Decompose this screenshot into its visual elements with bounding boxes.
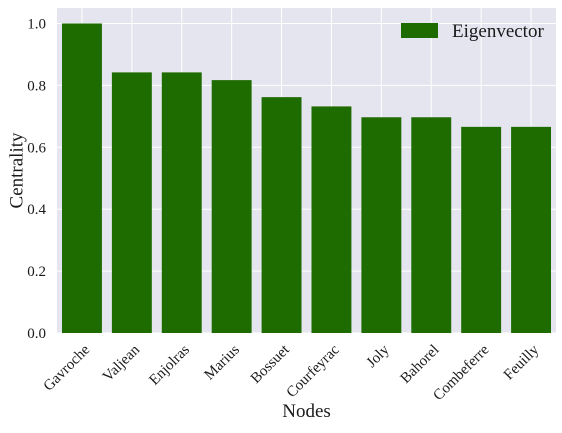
- legend-swatch: [401, 23, 438, 38]
- legend-label: Eigenvector: [452, 21, 544, 42]
- y-tick-labels: 0.0 0.2 0.4 0.6 0.8 1.0: [27, 16, 46, 342]
- x-tick-label-bossuet: Bossuet: [248, 341, 293, 386]
- y-tick-label: 0.2: [27, 264, 46, 280]
- bar-bossuet: [262, 97, 302, 333]
- x-tick-label-enjolras: Enjolras: [146, 342, 193, 389]
- y-axis-label: Centrality: [6, 132, 27, 208]
- x-axis-label: Nodes: [282, 401, 331, 422]
- bar-enjolras: [162, 72, 202, 333]
- bar-feuilly: [511, 127, 551, 333]
- bar-marius: [212, 80, 252, 333]
- y-tick-label: 0.0: [27, 326, 46, 342]
- x-tick-label-valjean: Valjean: [100, 342, 143, 385]
- bar-valjean: [112, 72, 152, 333]
- x-tick-labels: Gavroche Valjean Enjolras Marius BossuetCour…: [41, 341, 543, 404]
- x-tick-label-bahorel: Bahorel: [398, 342, 443, 387]
- bar-combeferre: [461, 127, 501, 333]
- bar-courfeyrac: [311, 106, 351, 333]
- x-tick-label-marius: Marius: [202, 342, 243, 383]
- x-tick-label-gavroche: Gavroche: [41, 342, 94, 395]
- x-tick-label-joly: Joly: [364, 342, 393, 371]
- bar-gavroche: [62, 23, 102, 333]
- x-tick-label-courfeyrac: Courfeyrac: [284, 342, 343, 401]
- y-tick-label: 0.6: [27, 140, 46, 156]
- y-tick-label: 0.4: [27, 202, 46, 218]
- x-tick-label-feuilly: Feuilly: [501, 342, 543, 384]
- y-tick-label: 0.8: [27, 78, 46, 94]
- y-tick-label: 1.0: [27, 16, 46, 32]
- bar-bahorel: [411, 117, 451, 333]
- bar-joly: [361, 117, 401, 333]
